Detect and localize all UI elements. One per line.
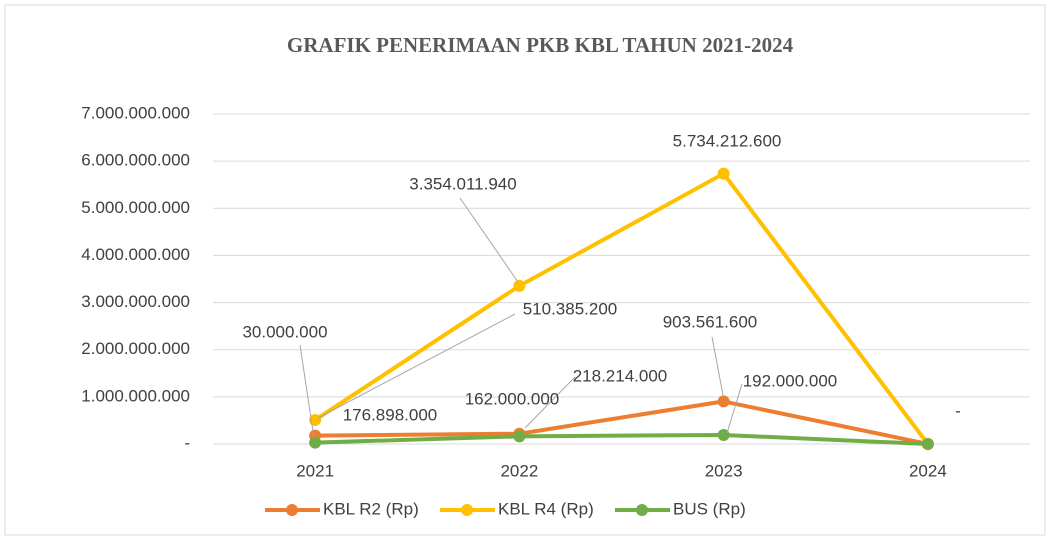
chart-title: GRAFIK PENERIMAAN PKB KBL TAHUN 2021-202…: [287, 33, 794, 57]
y-tick-label: -: [184, 433, 190, 452]
data-label: 5.734.212.600: [673, 131, 782, 150]
data-label: 162.000.000: [465, 389, 560, 408]
data-point: [513, 279, 526, 292]
x-tick-label: 2022: [500, 461, 538, 480]
chart-border: [4, 4, 1046, 536]
leader-line: [524, 376, 576, 429]
y-tick-label: 2.000.000.000: [81, 339, 190, 358]
series-line: [315, 399, 929, 446]
data-label: 903.561.600: [663, 312, 758, 331]
y-tick-label: 3.000.000.000: [81, 292, 190, 311]
x-tick-label: 2021: [296, 461, 334, 480]
data-point: [513, 430, 526, 443]
y-tick-label: 7.000.000.000: [81, 103, 190, 122]
y-tick-label: 1.000.000.000: [81, 386, 190, 405]
series-line: [315, 432, 928, 446]
legend-marker: [286, 504, 298, 516]
leader-line: [711, 336, 724, 396]
legend-label: KBL R2 (Rp): [323, 499, 419, 518]
y-tick-label: 4.000.000.000: [81, 245, 190, 264]
data-point: [921, 438, 934, 450]
data-label: 510.385.200: [523, 299, 618, 318]
series-line: [314, 171, 930, 446]
data-label: 176.898.000: [343, 405, 438, 424]
y-tick-label: 6.000.000.000: [81, 151, 190, 170]
leader-line: [299, 344, 315, 439]
data-label: 218.214.000: [573, 366, 668, 385]
legend-label: KBL R4 (Rp): [498, 499, 594, 518]
data-point: [717, 395, 730, 408]
leader-line: [726, 383, 743, 434]
legend-marker: [461, 504, 473, 516]
data-point: [309, 436, 322, 449]
data-point: [717, 428, 730, 441]
data-label: 30.000.000: [242, 322, 327, 341]
data-label: 192.000.000: [743, 371, 838, 390]
x-tick-label: 2024: [909, 461, 947, 480]
data-point: [717, 167, 730, 180]
data-label: -: [955, 401, 961, 420]
leader-line: [459, 197, 519, 283]
x-tick-label: 2023: [705, 461, 743, 480]
legend-marker: [636, 504, 648, 516]
legend-label: BUS (Rp): [673, 499, 746, 518]
y-tick-label: 5.000.000.000: [81, 198, 190, 217]
leader-line: [317, 313, 516, 419]
data-label: 3.354.011.940: [409, 174, 516, 193]
